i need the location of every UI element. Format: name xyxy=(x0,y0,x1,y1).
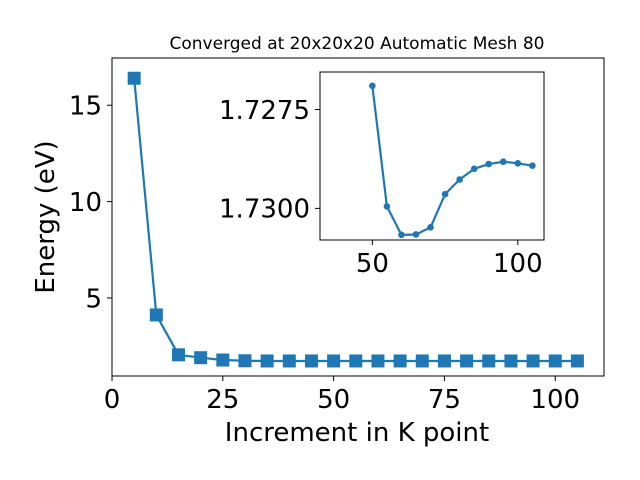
inset-axes-frame xyxy=(319,71,545,241)
inset-y-tick-label: 1.7275 xyxy=(219,96,310,126)
x-tick-label: 75 xyxy=(428,385,461,415)
inset-data-point xyxy=(369,82,376,90)
inset-data-point xyxy=(427,224,434,231)
inset-data-point xyxy=(499,158,507,166)
inset-plot-area xyxy=(320,72,544,240)
y-tick-label: 10 xyxy=(69,188,102,218)
inset-data-point xyxy=(470,165,478,173)
inset-axes: 50 100 1.7275 1.7300 xyxy=(219,71,545,279)
data-point xyxy=(171,348,185,362)
inset-data-point xyxy=(514,160,522,167)
inset-y-tick-label: 1.7300 xyxy=(219,195,310,225)
y-axis-label: Energy (eV) xyxy=(31,140,61,293)
axes-frame xyxy=(111,57,605,377)
data-point xyxy=(127,71,141,85)
data-point xyxy=(460,354,474,368)
inset-x-tick-label: 100 xyxy=(493,249,543,279)
inset-x-tick-label: 50 xyxy=(356,249,389,279)
x-axis-label: Increment in K point xyxy=(225,418,489,448)
x-tick-label: 0 xyxy=(104,385,121,415)
y-tick-label: 5 xyxy=(85,284,102,314)
data-point xyxy=(570,354,584,368)
inset-data-point xyxy=(529,162,536,169)
x-tick-label: 100 xyxy=(530,385,580,415)
data-point xyxy=(437,354,451,368)
inset-data-point xyxy=(456,176,463,183)
inset-data-point xyxy=(412,231,420,238)
inset-data-point xyxy=(398,231,405,239)
data-point xyxy=(548,354,562,368)
chart-title: Converged at 20x20x20 Automatic Mesh 80 xyxy=(170,34,545,54)
data-point xyxy=(216,353,230,367)
data-point xyxy=(349,354,363,368)
inset-data-point xyxy=(485,160,493,168)
y-tick-label: 15 xyxy=(69,92,102,122)
data-point xyxy=(304,354,318,368)
data-point xyxy=(238,354,252,368)
data-point xyxy=(371,354,385,368)
x-tick-label: 50 xyxy=(317,385,350,415)
x-tick-label: 25 xyxy=(206,385,239,415)
data-point xyxy=(482,354,496,368)
data-point xyxy=(504,354,518,368)
data-point xyxy=(327,354,341,368)
inset-data-point xyxy=(441,190,449,198)
data-point xyxy=(194,351,208,365)
inset-data-point xyxy=(383,203,391,210)
data-point xyxy=(282,354,296,368)
data-point xyxy=(526,354,540,368)
data-point xyxy=(415,354,429,368)
data-point xyxy=(149,308,163,322)
data-point xyxy=(260,354,274,368)
data-point xyxy=(393,354,407,368)
